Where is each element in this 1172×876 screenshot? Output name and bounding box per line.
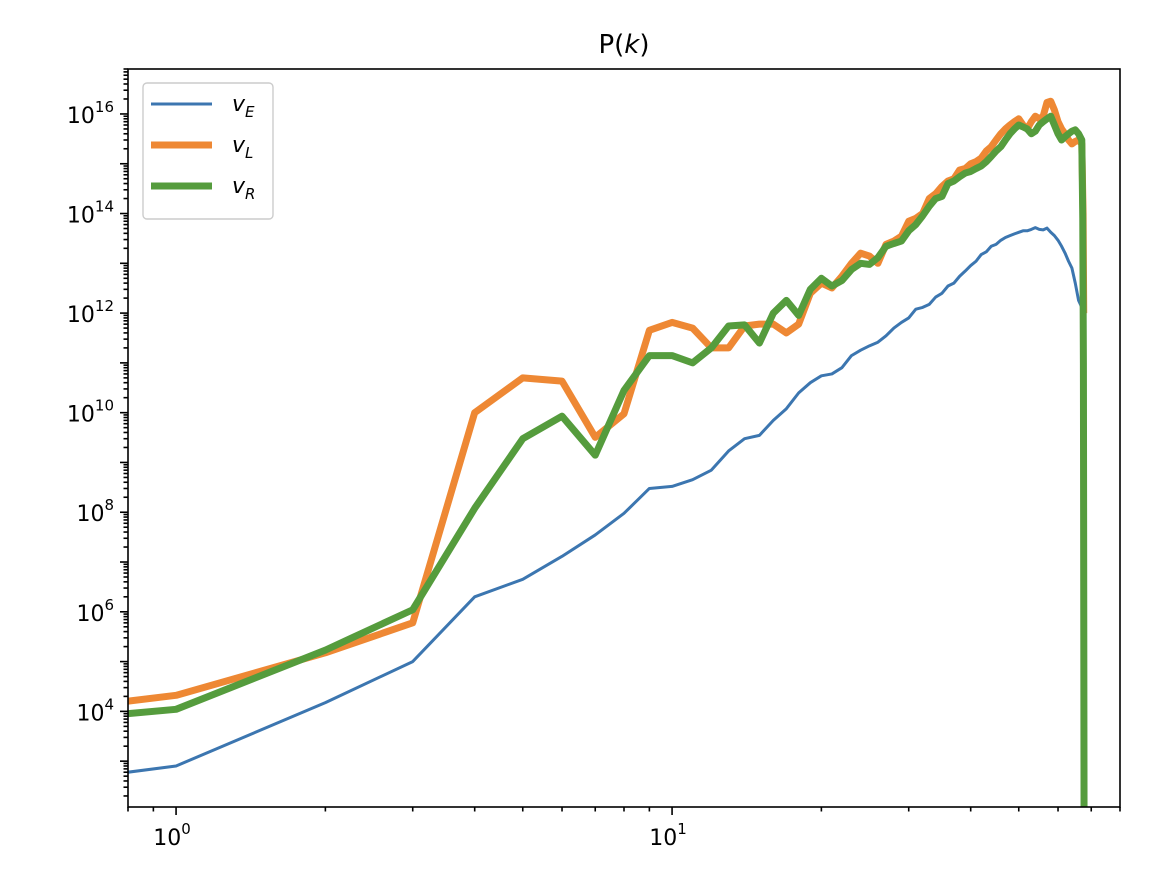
x-tick-label: 101 [649, 820, 687, 851]
chart-title: P(k) [598, 30, 649, 60]
series-line-vR [128, 112, 1088, 807]
legend-label-vL: vL [232, 133, 253, 162]
x-tick-label: 100 [153, 820, 191, 851]
series-line-vE [128, 226, 1084, 774]
series-line-vL [128, 97, 1088, 705]
legend-label-vE: vE [232, 92, 255, 121]
y-tick-label: 104 [76, 695, 114, 726]
y-tick-label: 108 [76, 496, 114, 527]
legend-label-vR: vR [232, 174, 255, 203]
plot-area-frame [127, 68, 1121, 808]
y-tick-label: 1016 [67, 98, 114, 129]
y-tick-label: 1010 [67, 397, 114, 428]
y-tick-label: 106 [76, 596, 114, 627]
y-tick-label: 1014 [67, 198, 114, 229]
y-tick-label: 1012 [67, 297, 114, 328]
